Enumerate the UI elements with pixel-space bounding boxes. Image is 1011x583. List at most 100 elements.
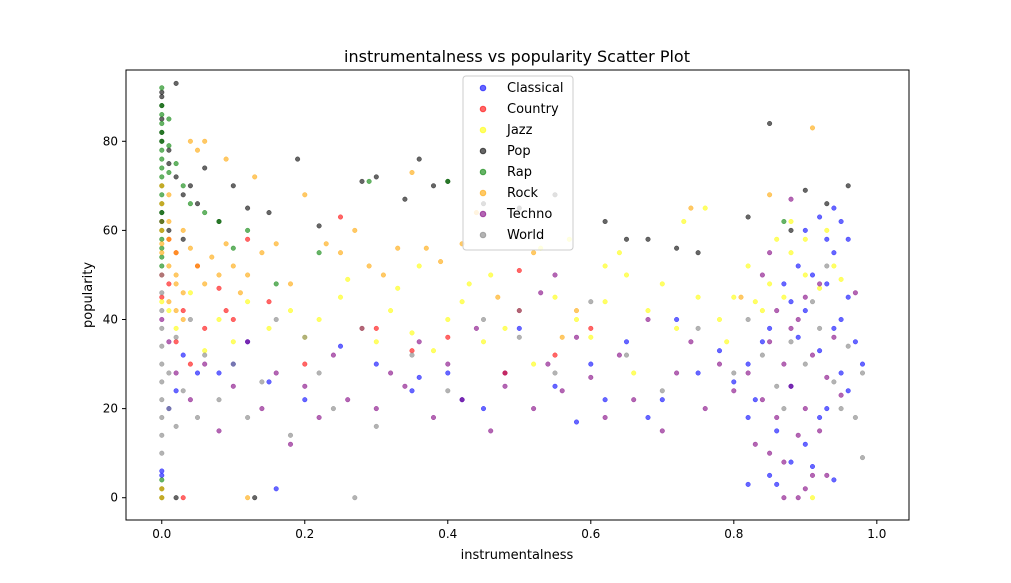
data-point <box>273 281 279 287</box>
data-point <box>809 472 816 478</box>
data-point <box>781 281 787 287</box>
data-point <box>759 352 765 358</box>
data-point <box>688 205 694 211</box>
data-point <box>180 316 186 323</box>
data-point <box>788 459 794 465</box>
data-point <box>216 316 222 323</box>
data-point <box>588 299 594 305</box>
data-point <box>781 459 787 465</box>
data-point <box>409 348 415 354</box>
data-point <box>395 285 401 291</box>
data-point <box>802 272 808 278</box>
data-point <box>781 495 787 501</box>
data-point <box>166 299 172 305</box>
data-point <box>259 379 265 385</box>
legend-label: Techno <box>506 207 552 222</box>
data-point <box>230 245 236 251</box>
data-point <box>817 348 823 354</box>
data-point <box>659 428 665 434</box>
data-point <box>774 236 780 242</box>
data-point <box>845 236 851 242</box>
series-rock <box>159 125 816 501</box>
data-point <box>180 308 186 314</box>
data-point <box>159 294 165 300</box>
data-point <box>330 406 336 412</box>
data-point <box>159 495 165 501</box>
data-point <box>781 218 787 225</box>
data-point <box>230 339 236 345</box>
data-point <box>767 325 773 331</box>
x-tick-label: 1.0 <box>867 527 886 541</box>
data-point <box>337 343 344 349</box>
data-point <box>745 316 751 323</box>
data-point <box>230 183 236 189</box>
data-point <box>795 432 801 438</box>
data-point <box>817 325 823 331</box>
data-point <box>216 285 222 291</box>
data-point <box>838 392 844 398</box>
data-point <box>273 370 279 376</box>
data-point <box>187 138 193 144</box>
data-point <box>187 183 193 189</box>
data-point <box>516 308 522 314</box>
data-point <box>445 370 451 376</box>
data-point <box>552 352 558 358</box>
data-point <box>395 245 401 251</box>
data-point <box>745 361 751 367</box>
data-point <box>159 120 165 127</box>
data-point <box>824 406 830 412</box>
data-point <box>266 325 272 331</box>
data-point <box>545 361 551 367</box>
data-point <box>767 281 773 287</box>
data-point <box>588 334 594 340</box>
series-country <box>159 214 594 501</box>
data-point <box>559 334 565 340</box>
data-point <box>416 339 422 345</box>
data-point <box>337 250 344 256</box>
data-point <box>194 263 201 269</box>
data-point <box>795 334 801 340</box>
data-point <box>688 339 694 345</box>
data-point <box>824 281 830 287</box>
data-point <box>159 486 165 492</box>
data-point <box>824 236 830 242</box>
data-point <box>159 227 165 233</box>
data-point <box>459 299 465 305</box>
data-point <box>159 156 165 162</box>
data-point <box>817 428 823 434</box>
data-point <box>302 383 308 389</box>
data-point <box>302 334 308 340</box>
data-point <box>859 455 866 461</box>
data-point <box>845 183 851 189</box>
data-point <box>266 210 272 216</box>
data-point <box>159 290 165 296</box>
data-point <box>173 370 179 376</box>
data-point <box>674 325 680 331</box>
data-point <box>445 361 451 367</box>
data-point <box>480 406 487 412</box>
data-point <box>159 94 165 100</box>
data-point <box>602 263 608 269</box>
legend-marker <box>479 105 487 113</box>
data-point <box>845 294 851 300</box>
data-point <box>552 370 558 376</box>
data-point <box>695 294 701 300</box>
data-point <box>180 192 186 198</box>
data-point <box>623 352 630 358</box>
data-point <box>216 272 222 278</box>
data-point <box>788 339 794 345</box>
data-point <box>838 218 844 225</box>
data-point <box>502 383 508 389</box>
data-point <box>173 339 179 345</box>
legend-marker <box>479 126 487 134</box>
data-point <box>273 241 279 247</box>
data-point <box>173 325 179 331</box>
data-point <box>287 441 294 447</box>
data-point <box>173 250 179 256</box>
data-point <box>674 245 680 251</box>
data-point <box>166 263 172 269</box>
data-point <box>159 236 165 242</box>
data-point <box>337 214 344 220</box>
data-point <box>645 236 651 242</box>
data-point <box>645 308 651 314</box>
